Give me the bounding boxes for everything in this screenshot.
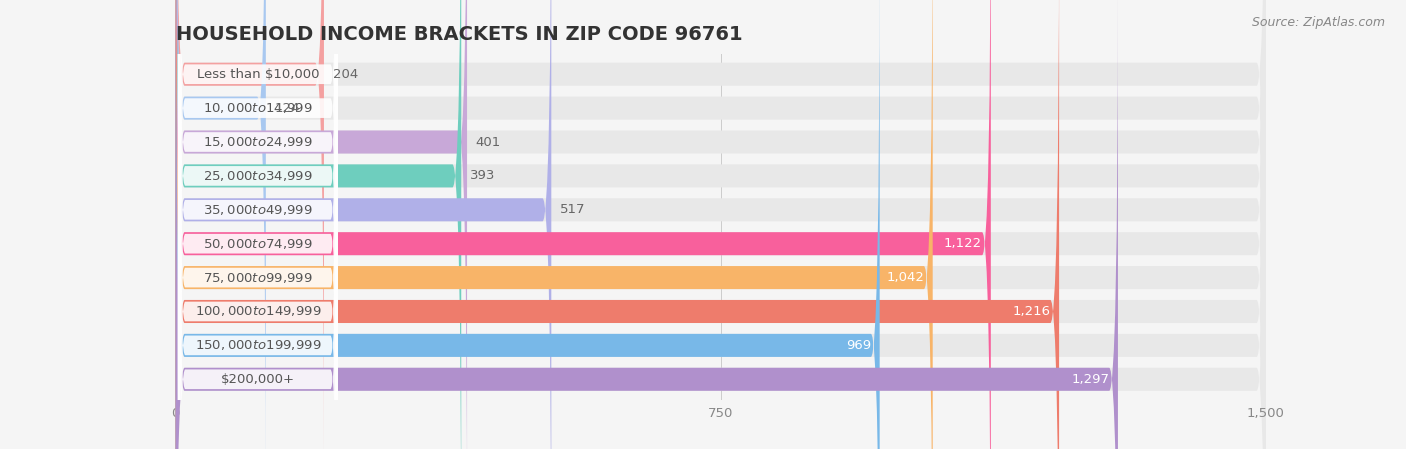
Text: 1,042: 1,042 <box>886 271 924 284</box>
FancyBboxPatch shape <box>176 0 551 449</box>
FancyBboxPatch shape <box>176 0 1265 449</box>
FancyBboxPatch shape <box>179 0 337 449</box>
Text: 393: 393 <box>470 169 495 182</box>
FancyBboxPatch shape <box>176 0 467 449</box>
FancyBboxPatch shape <box>176 0 266 449</box>
FancyBboxPatch shape <box>179 0 337 403</box>
FancyBboxPatch shape <box>176 0 1265 449</box>
FancyBboxPatch shape <box>176 0 1265 449</box>
Text: $100,000 to $149,999: $100,000 to $149,999 <box>194 304 321 318</box>
FancyBboxPatch shape <box>176 0 880 449</box>
FancyBboxPatch shape <box>176 0 1265 449</box>
FancyBboxPatch shape <box>179 0 337 449</box>
FancyBboxPatch shape <box>176 0 1118 449</box>
Text: $25,000 to $34,999: $25,000 to $34,999 <box>202 169 312 183</box>
FancyBboxPatch shape <box>179 16 337 449</box>
FancyBboxPatch shape <box>176 0 1265 449</box>
Text: Source: ZipAtlas.com: Source: ZipAtlas.com <box>1251 16 1385 29</box>
FancyBboxPatch shape <box>176 0 1059 449</box>
Text: $35,000 to $49,999: $35,000 to $49,999 <box>202 203 312 217</box>
Text: 969: 969 <box>846 339 870 352</box>
Text: $10,000 to $14,999: $10,000 to $14,999 <box>202 101 312 115</box>
Text: $15,000 to $24,999: $15,000 to $24,999 <box>202 135 312 149</box>
FancyBboxPatch shape <box>179 0 337 449</box>
FancyBboxPatch shape <box>179 0 337 437</box>
FancyBboxPatch shape <box>176 0 323 449</box>
FancyBboxPatch shape <box>179 50 337 449</box>
Text: Less than $10,000: Less than $10,000 <box>197 68 319 81</box>
FancyBboxPatch shape <box>179 0 337 449</box>
Text: HOUSEHOLD INCOME BRACKETS IN ZIP CODE 96761: HOUSEHOLD INCOME BRACKETS IN ZIP CODE 96… <box>176 25 742 44</box>
Text: 204: 204 <box>333 68 359 81</box>
Text: $150,000 to $199,999: $150,000 to $199,999 <box>194 339 321 352</box>
Text: 1,216: 1,216 <box>1012 305 1050 318</box>
Text: $200,000+: $200,000+ <box>221 373 295 386</box>
Text: 1,297: 1,297 <box>1071 373 1109 386</box>
Text: 517: 517 <box>560 203 585 216</box>
FancyBboxPatch shape <box>176 0 1265 449</box>
FancyBboxPatch shape <box>176 0 991 449</box>
FancyBboxPatch shape <box>176 0 1265 449</box>
Text: 124: 124 <box>274 101 299 114</box>
FancyBboxPatch shape <box>179 0 337 449</box>
FancyBboxPatch shape <box>176 0 1265 449</box>
Text: $75,000 to $99,999: $75,000 to $99,999 <box>202 271 312 285</box>
Text: 1,122: 1,122 <box>943 237 981 250</box>
FancyBboxPatch shape <box>176 0 1265 449</box>
FancyBboxPatch shape <box>176 0 1265 449</box>
FancyBboxPatch shape <box>176 0 932 449</box>
Text: $50,000 to $74,999: $50,000 to $74,999 <box>202 237 312 251</box>
FancyBboxPatch shape <box>176 0 461 449</box>
FancyBboxPatch shape <box>179 0 337 449</box>
Text: 401: 401 <box>475 136 501 149</box>
